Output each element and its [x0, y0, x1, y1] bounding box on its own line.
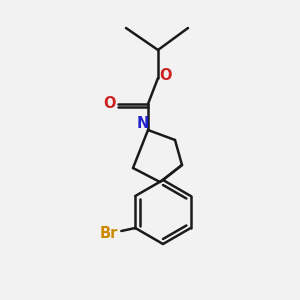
- Text: O: O: [103, 95, 115, 110]
- Text: O: O: [160, 68, 172, 83]
- Text: Br: Br: [100, 226, 118, 241]
- Text: N: N: [137, 116, 149, 131]
